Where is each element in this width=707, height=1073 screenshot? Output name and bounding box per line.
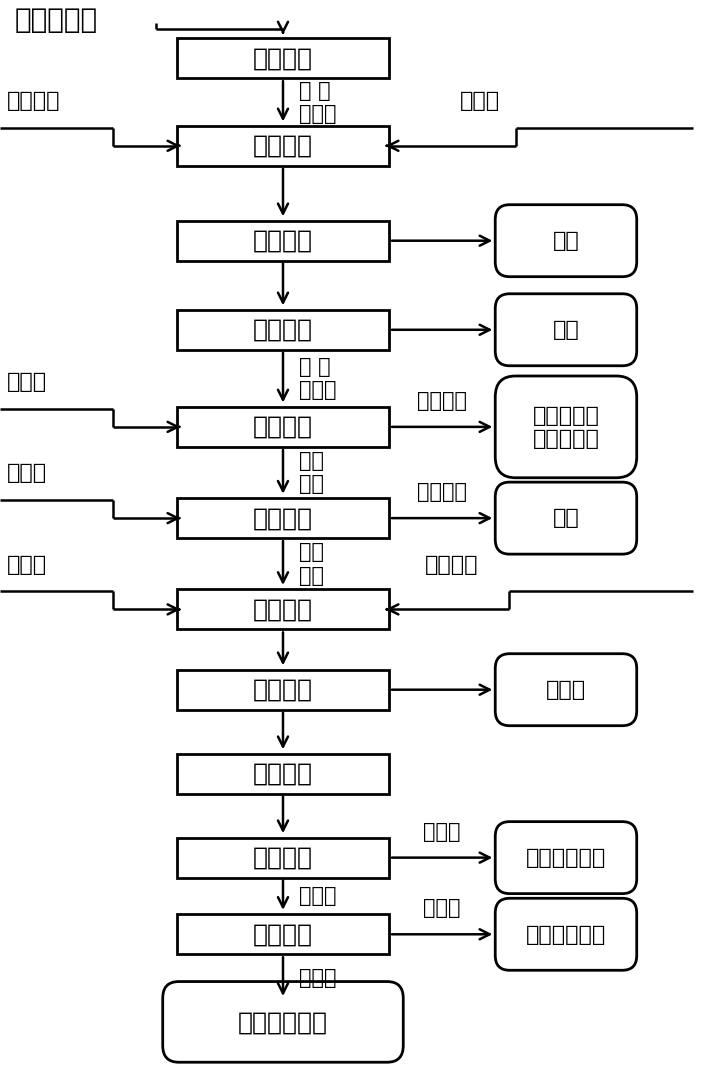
Text: 结晶沉淀: 结晶沉淀 xyxy=(417,391,467,411)
FancyBboxPatch shape xyxy=(495,898,636,970)
Text: 废液: 废液 xyxy=(552,509,579,528)
Text: 净化过滤: 净化过滤 xyxy=(253,678,312,702)
Text: 牛或猪胰脏: 牛或猪胰脏 xyxy=(14,6,97,34)
FancyBboxPatch shape xyxy=(177,589,389,630)
FancyBboxPatch shape xyxy=(177,914,389,954)
FancyBboxPatch shape xyxy=(177,753,389,794)
Text: 助滤剂: 助滤剂 xyxy=(460,91,500,111)
Text: 一段层析: 一段层析 xyxy=(253,846,312,870)
Text: 盐析滤液: 盐析滤液 xyxy=(417,482,467,502)
Text: 洗脱液: 洗脱液 xyxy=(423,822,461,841)
Text: 沉淀物: 沉淀物 xyxy=(546,680,585,700)
FancyBboxPatch shape xyxy=(495,822,636,894)
FancyBboxPatch shape xyxy=(177,498,389,539)
FancyBboxPatch shape xyxy=(495,482,636,555)
Text: 结晶
沉淀: 结晶 沉淀 xyxy=(298,542,323,586)
Text: 浸 提
混合液: 浸 提 混合液 xyxy=(298,80,336,123)
Text: 一段盐析: 一段盐析 xyxy=(253,415,312,439)
FancyBboxPatch shape xyxy=(495,205,636,277)
Text: 二段层析: 二段层析 xyxy=(253,923,312,946)
FancyBboxPatch shape xyxy=(177,221,389,261)
FancyBboxPatch shape xyxy=(495,294,636,366)
Text: 酸浸提取: 酸浸提取 xyxy=(253,134,312,158)
FancyBboxPatch shape xyxy=(177,126,389,166)
Text: 硫酸铵: 硫酸铵 xyxy=(7,464,47,483)
Text: 氯化钙: 氯化钙 xyxy=(7,555,47,574)
FancyBboxPatch shape xyxy=(177,39,389,78)
Text: 去离子水: 去离子水 xyxy=(424,555,478,574)
Text: 超滤浓缩: 超滤浓缩 xyxy=(253,318,312,342)
Text: 组织绞碎: 组织绞碎 xyxy=(253,46,312,71)
Text: 水、硫酸: 水、硫酸 xyxy=(7,91,61,111)
Text: 脱盐浓缩: 脱盐浓缩 xyxy=(253,762,312,785)
Text: 糜蛋白酶溶液: 糜蛋白酶溶液 xyxy=(525,848,606,868)
Text: 通过液: 通过液 xyxy=(298,886,336,906)
FancyBboxPatch shape xyxy=(495,377,636,477)
Text: 硫酸铵: 硫酸铵 xyxy=(7,372,47,392)
Text: 激肽原酶溶液: 激肽原酶溶液 xyxy=(525,924,606,944)
Text: 二段盐析: 二段盐析 xyxy=(253,506,312,530)
Text: 过滤分离: 过滤分离 xyxy=(253,229,312,253)
FancyBboxPatch shape xyxy=(163,982,403,1062)
FancyBboxPatch shape xyxy=(177,407,389,447)
Text: 废液: 废液 xyxy=(552,320,579,340)
Text: 洗脱液: 洗脱液 xyxy=(423,898,461,918)
FancyBboxPatch shape xyxy=(177,310,389,350)
Text: 脱氧核糖核
酸酶盐析物: 脱氧核糖核 酸酶盐析物 xyxy=(532,406,599,449)
FancyBboxPatch shape xyxy=(177,670,389,710)
Text: 通过液: 通过液 xyxy=(298,968,336,988)
FancyBboxPatch shape xyxy=(177,838,389,878)
Text: 溶解激活: 溶解激活 xyxy=(253,598,312,621)
Text: 浓 缩
提取液: 浓 缩 提取液 xyxy=(298,357,336,400)
Text: 胰蛋白酶溶液: 胰蛋白酶溶液 xyxy=(238,1010,328,1034)
Text: 盐析
滤液: 盐析 滤液 xyxy=(298,451,323,495)
Text: 废渣: 废渣 xyxy=(552,231,579,251)
FancyBboxPatch shape xyxy=(495,653,636,725)
